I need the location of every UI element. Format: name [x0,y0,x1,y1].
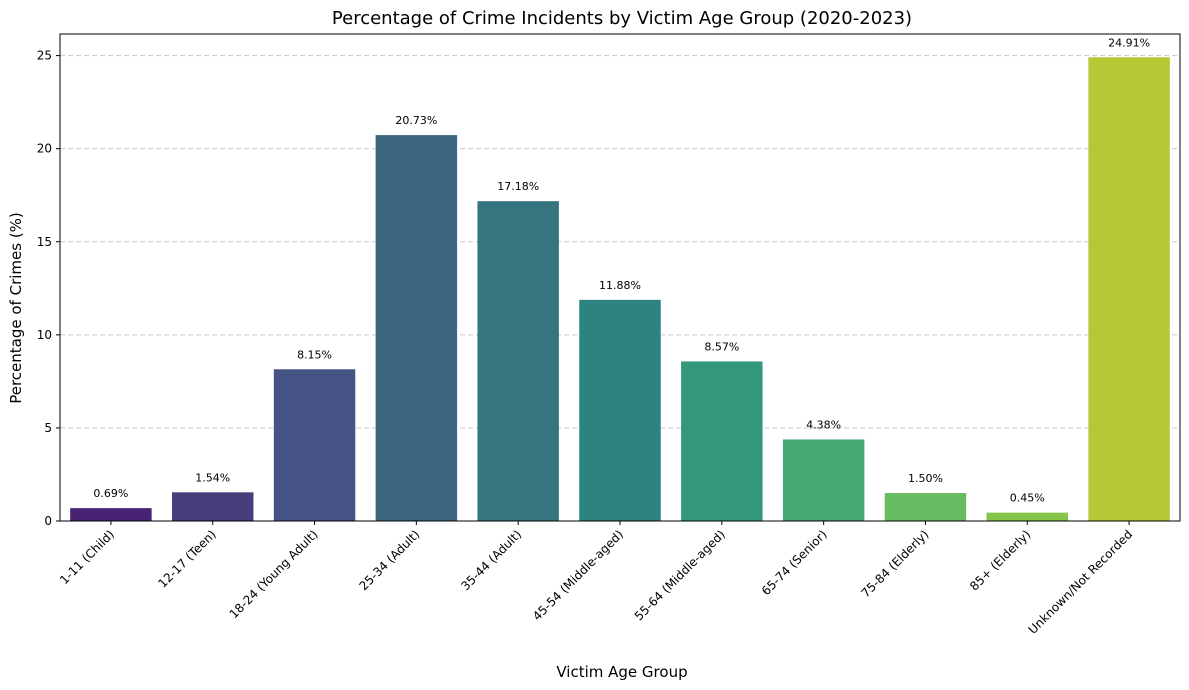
x-tick-label: 18-24 (Young Adult) [227,527,321,621]
x-tick-label: 1-11 (Child) [57,527,117,587]
x-tick-label: 55-64 (Middle-aged) [632,527,728,623]
x-axis-title: Victim Age Group [556,663,687,681]
x-tick-label: 75-84 (Elderly) [859,527,932,600]
x-tick-label: 25-34 (Adult) [357,527,423,593]
y-tick-label: 0 [44,514,52,528]
bar-value-label: 24.91% [1108,36,1150,49]
x-tick-label: 85+ (Elderly) [967,527,1033,593]
y-tick-label: 25 [37,49,52,63]
bar-value-label: 1.54% [195,471,230,484]
x-tick-label: 12-17 (Teen) [155,527,218,590]
x-tick-label: Unknown/Not Recorded [1026,527,1136,637]
bar [172,492,254,521]
bar [273,369,356,521]
bar [375,135,458,522]
bar [681,361,763,521]
y-axis-title: Percentage of Crimes (%) [7,212,25,404]
bar-value-label: 1.50% [908,472,943,485]
bar [70,508,152,521]
plot-frame [59,33,1181,522]
x-tick-label: 65-74 (Senior) [759,527,830,598]
bars [70,57,1170,522]
x-tick-label: 45-54 (Middle-aged) [530,527,626,623]
y-tick-label: 10 [37,328,52,342]
bar-value-label: 11.88% [599,279,641,292]
bar-value-label: 0.69% [93,487,128,500]
x-axis: 1-11 (Child) 12-17 (Teen) 18-24 (Young Adu… [57,521,1135,637]
bar-value-label: 20.73% [395,114,437,127]
bar [477,201,559,521]
y-axis: 0 5 10 15 20 25 [37,49,60,528]
bar-value-label: 4.38% [806,418,841,431]
bar-value-label: 0.45% [1010,492,1045,505]
bar [884,493,967,521]
bar [579,299,661,521]
data-labels: 0.69% 1.54% 8.15% 20.73% 17.18% 11.88% 8.57% 4.… [93,36,1150,504]
y-tick-label: 15 [37,235,52,249]
bar [782,439,865,521]
y-tick-label: 20 [37,142,52,156]
bar [986,512,1068,521]
bar-value-label: 8.15% [297,348,332,361]
bar-value-label: 17.18% [497,180,539,193]
bar [1088,57,1170,521]
x-tick-label: 35-44 (Adult) [458,527,524,593]
chart-title: Percentage of Crime Incidents by Victim … [332,8,912,29]
bar-value-label: 8.57% [704,340,739,353]
y-tick-label: 5 [44,421,52,435]
